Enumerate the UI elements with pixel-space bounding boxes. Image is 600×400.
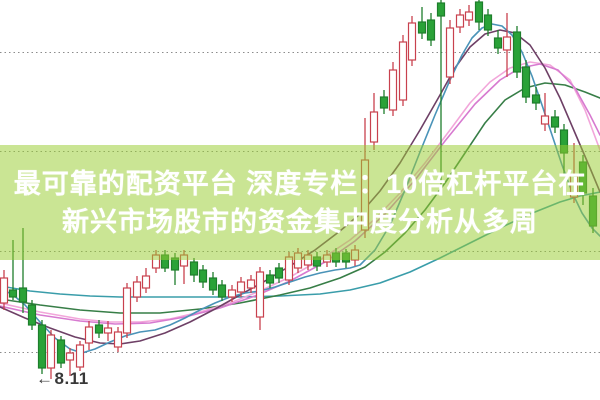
low-price-annotation: ←8.11 [36, 369, 89, 389]
left-arrow-icon: ← [36, 369, 54, 388]
promo-text-line-2: 新兴市场股市的资金集中度分析从多周 [62, 206, 538, 237]
promo-text-line-1: 最可靠的配资平台 深度专栏：10倍杠杆平台在 [13, 168, 587, 199]
low-price-value: 8.11 [54, 369, 89, 388]
promo-overlay-banner: 最可靠的配资平台 深度专栏：10倍杠杆平台在 新兴市场股市的资金集中度分析从多周 [0, 145, 600, 260]
